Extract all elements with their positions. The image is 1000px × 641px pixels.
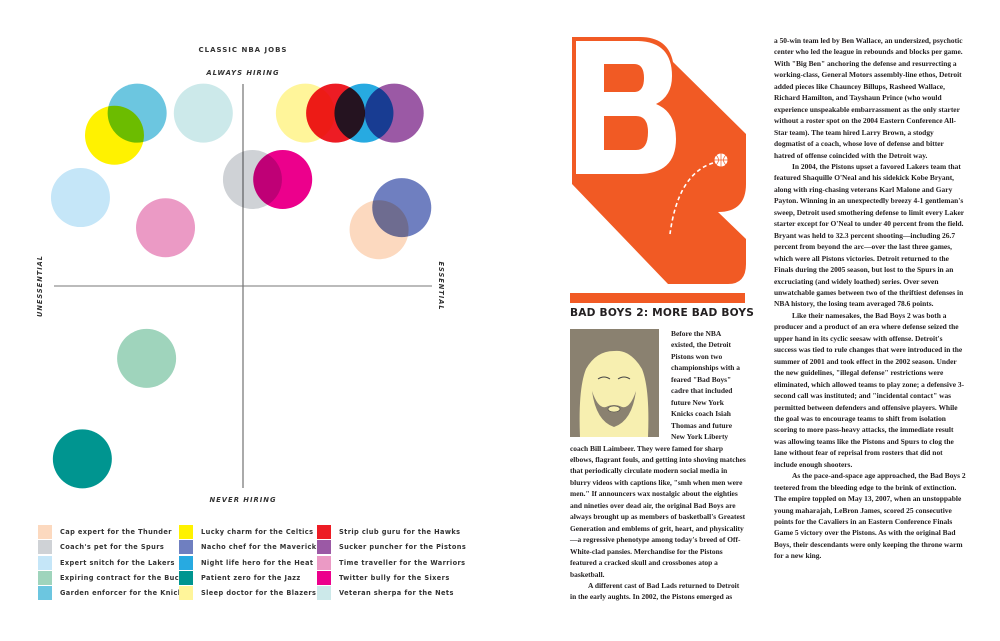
legend-label: Veteran sherpa for the Nets (339, 589, 454, 598)
legend-label: Twitter bully for the Sixers (339, 573, 450, 582)
legend-swatch (317, 555, 331, 570)
legend-item: Expert snitch for the Lakers (38, 555, 179, 570)
dashed-arc (669, 162, 714, 235)
article-column-right: a 50-win team led by Ben Wallace, an und… (774, 35, 966, 562)
x-left-label: UNESSENTIAL (36, 255, 44, 317)
heading-rule (570, 293, 745, 303)
legend-item: Night life hero for the Heat (179, 555, 317, 570)
legend-label: Sleep doctor for the Blazers (201, 589, 317, 598)
legend-swatch (179, 570, 193, 585)
legend-label: Sucker puncher for the Pistons (339, 543, 467, 552)
legend-item: Sleep doctor for the Blazers (179, 586, 317, 601)
point-2 (50, 168, 110, 228)
point-3 (117, 328, 177, 388)
legend-label: Expiring contract for the Bucks (60, 573, 189, 582)
legend-swatch (317, 525, 331, 539)
point-11 (364, 83, 424, 143)
legend-swatch (179, 540, 193, 555)
legend-label: Lucky charm for the Celtics (201, 528, 314, 536)
legend-swatch (38, 555, 52, 570)
legend-item: Lucky charm for the Celtics (179, 525, 317, 539)
legend-item: Strip club guru for the Hawks (317, 525, 467, 539)
legend-label: Patient zero for the Jazz (201, 573, 301, 582)
legend-item: Sucker puncher for the Pistons (317, 540, 467, 555)
article-paragraph: In 2004, the Pistons upset a favored Lak… (774, 161, 964, 309)
legend-item: Coach's pet for the Spurs (38, 540, 179, 555)
nba-jobs-chart: CLASSIC NBA JOBS ALWAYS HIRING NEVER HIR… (36, 46, 445, 504)
legend-swatch (38, 540, 52, 555)
legend-label: Cap expert for the Thunder (60, 528, 172, 536)
legend-item: Garden enforcer for the Knicks (38, 586, 186, 601)
article-paragraph: As the pace-and-space age approached, th… (774, 471, 966, 561)
article-paragraph: a 50-win team led by Ben Wallace, an und… (774, 36, 963, 160)
legend-item: Patient zero for the Jazz (179, 570, 317, 585)
y-bottom-label: NEVER HIRING (209, 496, 276, 504)
y-top-label: ALWAYS HIRING (205, 69, 279, 77)
chart-legend: Cap expert for the Thunder Lucky charm fo… (38, 525, 467, 601)
legend-swatch (317, 570, 331, 585)
article-paragraph: Like their namesakes, the Bad Boys 2 was… (774, 310, 965, 469)
legend-swatch (179, 586, 193, 601)
point-14 (173, 83, 233, 143)
point-6 (372, 178, 432, 238)
basketball-icon (714, 153, 728, 167)
legend-label: Time traveller for the Warriors (339, 558, 466, 567)
article-column-left: Before the NBA existed, the Detroit Pist… (570, 328, 746, 603)
legend-swatch (38, 586, 52, 601)
point-10 (306, 83, 366, 143)
legend-label: Night life hero for the Heat (201, 558, 314, 567)
points-layer (50, 83, 432, 489)
legend-item: Cap expert for the Thunder (38, 525, 179, 539)
point-12 (136, 198, 196, 258)
ben-wallace-portrait (570, 329, 659, 437)
point-8 (52, 429, 112, 489)
point-5 (84, 105, 144, 165)
legend-swatch (317, 540, 331, 555)
legend-item: Expiring contract for the Bucks (38, 570, 188, 585)
article-paragraph: Before the NBA existed, the Detroit Pist… (570, 329, 746, 579)
chart-title: CLASSIC NBA JOBS (199, 46, 288, 54)
legend-swatch (179, 525, 193, 539)
legend-swatch (317, 586, 331, 601)
legend-item: Twitter bully for the Sixers (317, 570, 467, 585)
legend-label: Expert snitch for the Lakers (60, 558, 175, 567)
point-13 (253, 149, 313, 209)
legend-item: Time traveller for the Warriors (317, 555, 467, 570)
article-heading: BAD BOYS 2: MORE BAD BOYS (570, 307, 755, 319)
x-right-label: ESSENTIAL (437, 261, 445, 310)
article-paragraph: A different cast of Bad Lads returned to… (570, 580, 740, 602)
legend-item: Veteran sherpa for the Nets (317, 586, 467, 601)
legend-swatch (179, 555, 193, 570)
legend-label: Coach's pet for the Spurs (60, 543, 165, 552)
legend-swatch (38, 570, 52, 585)
legend-swatch (38, 525, 52, 539)
legend-item: Nacho chef for the Mavericks (179, 540, 321, 555)
legend-label: Garden enforcer for the Knicks (60, 589, 187, 598)
drop-cap-b-illustration (572, 37, 746, 284)
legend-label: Strip club guru for the Hawks (339, 528, 461, 536)
legend-label: Nacho chef for the Mavericks (201, 543, 321, 552)
